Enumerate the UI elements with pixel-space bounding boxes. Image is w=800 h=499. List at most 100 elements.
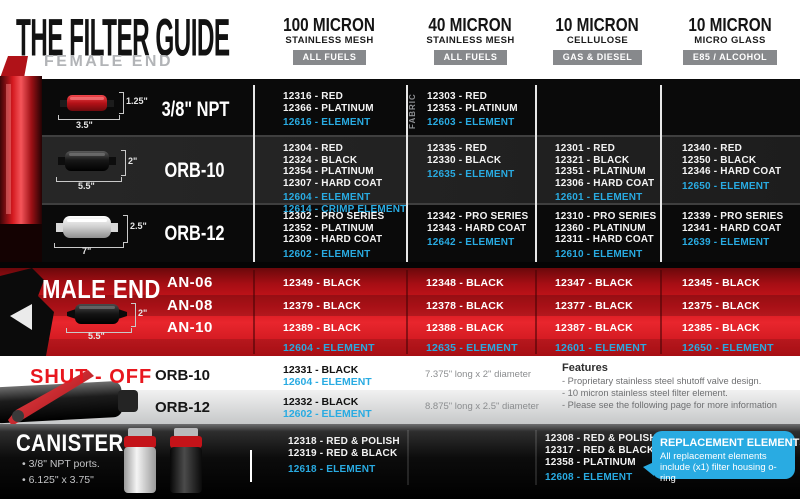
part-number: 12348 - BLACK xyxy=(426,277,504,289)
column-header-100-micron: 100 MICRON STAINLESS MESH ALL FUELS xyxy=(253,16,406,65)
part-number: 12389 - BLACK xyxy=(283,322,361,334)
column-subtitle: STAINLESS MESH xyxy=(426,35,515,46)
element-number: 12603 - ELEMENT xyxy=(427,117,515,128)
part-number: 12335 - RED xyxy=(427,143,488,154)
top-divider-bar xyxy=(14,79,800,85)
element-number: 12616 - ELEMENT xyxy=(283,117,371,128)
element-number: 12650 - ELEMENT xyxy=(682,180,770,192)
cell-orb10-100micron: 12304 - RED 12324 - BLACK 12354 - PLATIN… xyxy=(253,137,436,215)
page-title: THE FILTER GUIDE xyxy=(16,8,230,67)
element-number: 12635 - ELEMENT xyxy=(427,169,515,180)
row-label-an06: AN-06 xyxy=(167,274,213,291)
element-number: 12618 - ELEMENT xyxy=(288,464,376,475)
replacement-title: REPLACEMENT ELEMENTS xyxy=(660,437,800,449)
row-label: ORB-12 xyxy=(164,222,226,245)
part-number: 12316 - RED xyxy=(283,91,344,102)
column-title: 10 MICRON xyxy=(555,15,640,35)
features-title: Features xyxy=(562,362,608,374)
inline-filter-red-image xyxy=(60,95,114,111)
part-number: 12358 - PLATINUM xyxy=(545,457,636,468)
column-title: 10 MICRON xyxy=(688,15,772,35)
part-number: 12379 - BLACK xyxy=(283,300,361,312)
element-number: 12601 - ELEMENT xyxy=(555,342,647,354)
part-number: 12385 - BLACK xyxy=(682,322,760,334)
canister-section: CANISTER • 3/8" NPT ports. • 6.125" x 3.… xyxy=(0,424,800,499)
element-number: 12604 - ELEMENT xyxy=(283,342,375,354)
cell-npt-40micron: 12303 - RED 12353 - PLATINUM 12603 - ELE… xyxy=(406,85,556,135)
cell-orb10-40micron: 12335 - RED 12330 - BLACK 12635 - ELEMEN… xyxy=(406,137,556,203)
element-number: 12604 - ELEMENT xyxy=(283,376,372,388)
female-end-heading: FEMALE END xyxy=(44,53,173,70)
dim-label: 1.25" xyxy=(126,96,148,106)
part-number: 12387 - BLACK xyxy=(555,322,633,334)
feature-item: - 10 micron stainless steel filter eleme… xyxy=(562,388,728,398)
part-number: 12349 - BLACK xyxy=(283,277,361,289)
replacement-elements-bubble: REPLACEMENT ELEMENTS All replacement ele… xyxy=(643,431,800,484)
canister-bullet: • 3/8" NPT ports. xyxy=(22,458,100,470)
element-number: 12602 - ELEMENT xyxy=(283,408,372,420)
bubble-tail xyxy=(643,462,654,476)
part-number: 12340 - RED xyxy=(682,143,743,154)
feature-item: - Please see the following page for more… xyxy=(562,400,777,410)
part-number: 12304 - RED xyxy=(283,143,344,154)
cell-orb12-cellulose: 12310 - PRO SERIES 12360 - PLATINUM 1231… xyxy=(535,205,680,262)
dimension-note: 7.375" long x 2" diameter xyxy=(425,369,532,380)
column-header-10-micron-glass: 10 MICRON MICRO GLASS E85 / ALCOHOL xyxy=(660,16,800,65)
shutoff-valve-photo xyxy=(0,370,138,424)
part-number: 12311 - HARD COAT xyxy=(555,234,654,245)
row-label: ORB-12 xyxy=(155,399,211,416)
element-number: 12639 - ELEMENT xyxy=(682,237,770,248)
canister-bullet: • 6.125" x 3.75" xyxy=(22,474,94,486)
row-orb10: 2" 5.5" ORB-10 12304 - RED 12324 - BLACK… xyxy=(0,137,800,215)
part-number: 12331 - BLACK xyxy=(283,364,359,376)
fuel-badge: ALL FUELS xyxy=(433,50,508,65)
fuel-badge: ALL FUELS xyxy=(292,50,367,65)
fuel-badge: GAS & DIESEL xyxy=(552,50,643,65)
part-number: 12330 - BLACK xyxy=(427,154,502,166)
part-number: 12308 - RED & POLISH xyxy=(545,433,657,444)
shutoff-heading: SHUT - OFF xyxy=(30,366,153,388)
fuel-badge: E85 / ALCOHOL xyxy=(682,50,778,65)
part-number: 12341 - HARD COAT xyxy=(682,222,782,234)
element-number: 12608 - ELEMENT xyxy=(545,472,633,483)
column-subtitle: STAINLESS MESH xyxy=(285,35,374,46)
canister-heading: CANISTER xyxy=(16,430,124,457)
part-number: 12375 - BLACK xyxy=(682,300,760,312)
part-number: 12301 - RED xyxy=(555,143,616,154)
canister-filters-photo xyxy=(124,428,202,493)
part-number: 12303 - RED xyxy=(427,91,488,102)
column-title: 100 MICRON xyxy=(283,15,376,35)
part-number: 12354 - PLATINUM xyxy=(283,166,374,177)
column-subtitle: MICRO GLASS xyxy=(694,35,766,46)
part-number: 12302 - PRO SERIES xyxy=(283,211,385,222)
male-end-heading: MALE END xyxy=(42,274,161,304)
cell-orb10-glass: 12340 - RED 12350 - BLACK 12346 - HARD C… xyxy=(660,137,800,203)
cell-orb12-100micron: 12302 - PRO SERIES 12352 - PLATINUM 1230… xyxy=(253,205,436,262)
element-number: 12602 - ELEMENT xyxy=(283,248,371,260)
part-number: 12347 - BLACK xyxy=(555,277,633,289)
row-label: 3/8" NPT xyxy=(161,98,229,121)
part-number: 12353 - PLATINUM xyxy=(427,102,518,114)
inline-filter-male-image xyxy=(67,304,127,324)
part-number: 12352 - PLATINUM xyxy=(283,222,374,234)
part-number: 12351 - PLATINUM xyxy=(555,166,646,177)
inline-filter-silver-image xyxy=(56,216,118,238)
element-number: 12614 - CRIMP ELEMENT xyxy=(283,203,407,215)
part-number: 12350 - BLACK xyxy=(682,154,757,166)
part-number: 12388 - BLACK xyxy=(426,322,504,334)
row-label: ORB-10 xyxy=(164,159,226,182)
cell-orb12-40micron: 12342 - PRO SERIES 12343 - HARD COAT 126… xyxy=(406,205,556,262)
features-block: Features - Proprietary stainless steel s… xyxy=(562,361,800,411)
dimension-note: 8.875" long x 2.5" diameter xyxy=(425,401,539,412)
row-orb12: 2.5" 7" ORB-12 12302 - PRO SERIES 12352 … xyxy=(0,205,800,262)
element-number: 12610 - ELEMENT xyxy=(555,248,643,260)
part-number: 12310 - PRO SERIES xyxy=(555,211,657,222)
part-number: 12346 - HARD COAT xyxy=(682,166,782,177)
part-number: 12306 - HARD COAT xyxy=(555,177,655,189)
row-label-an08: AN-08 xyxy=(167,297,213,314)
logo-arrow-icon xyxy=(10,304,32,330)
row-npt: 1.25" 3.5" 3/8" NPT 12316 - RED 12366 - … xyxy=(0,85,800,135)
part-number: 12309 - HARD COAT xyxy=(283,234,383,245)
dim-label: 5.5" xyxy=(78,181,95,191)
